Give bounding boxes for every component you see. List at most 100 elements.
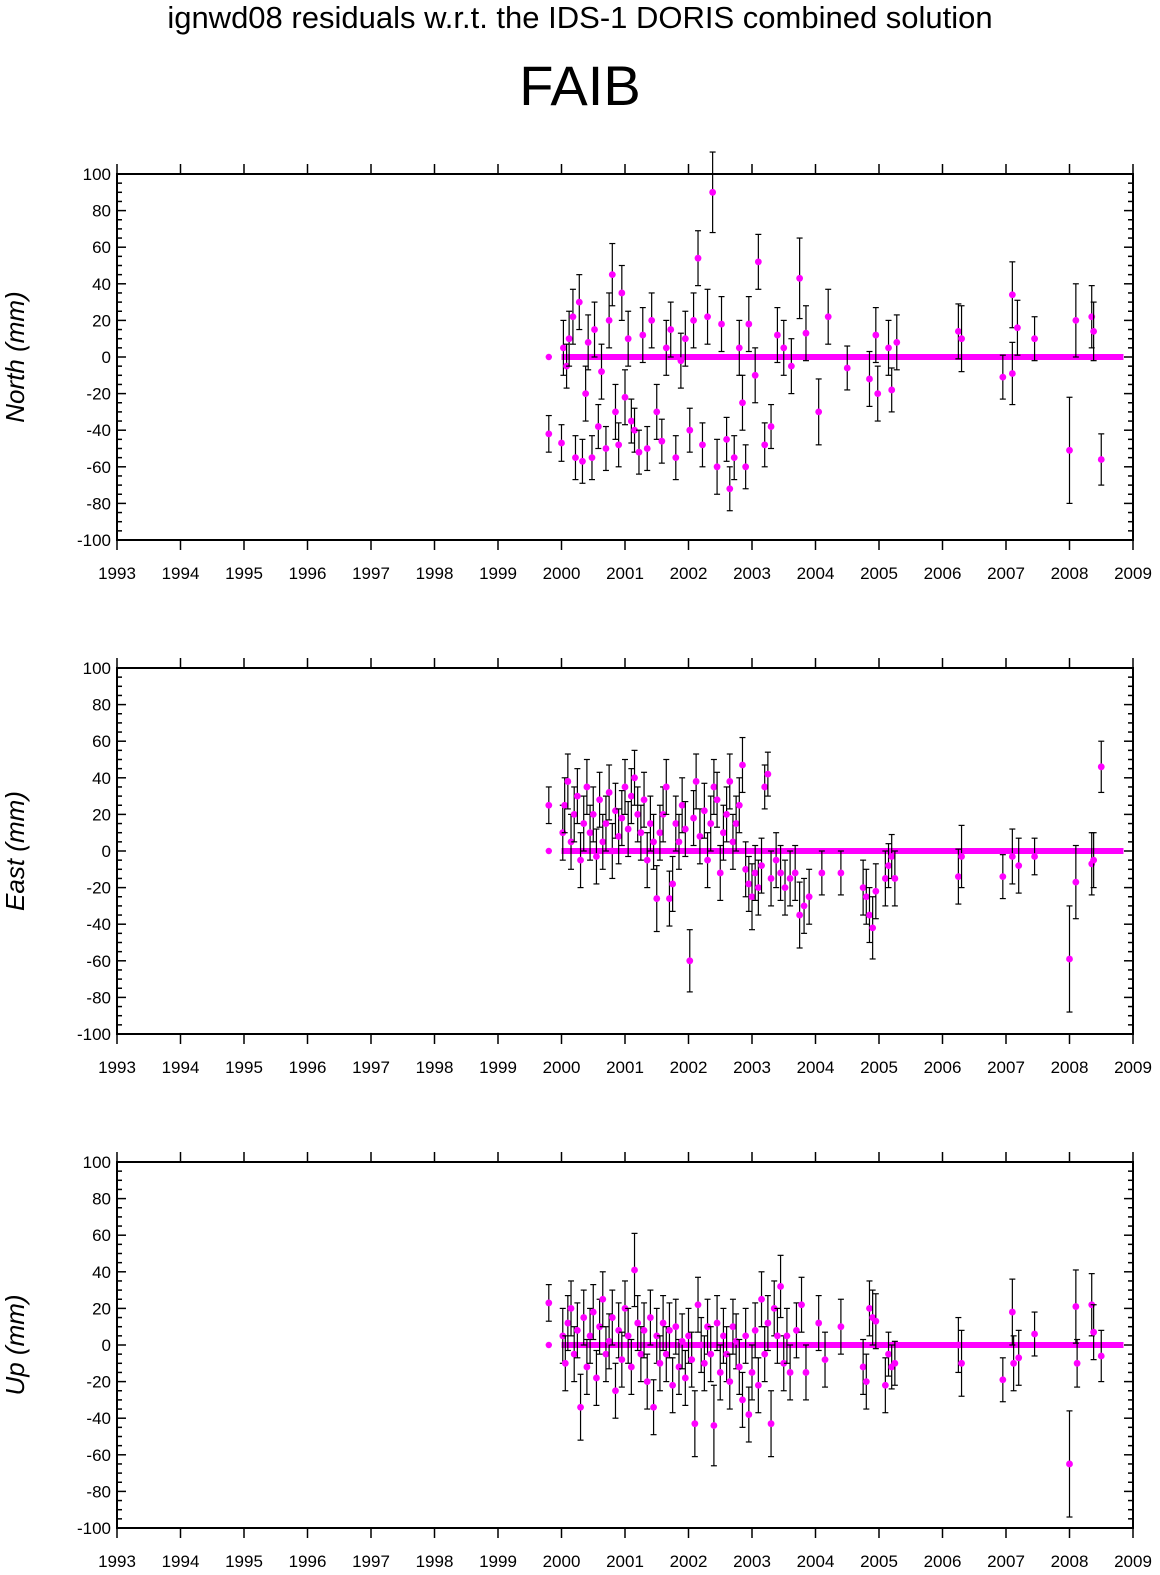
data-point [605,789,613,796]
data-point [745,320,753,328]
y-tick-label: -60 [86,458,111,477]
y-tick-label: -40 [86,1409,111,1428]
data-point [596,1323,603,1331]
data-point [837,1323,845,1331]
data-point [891,1359,899,1367]
data-point [729,1323,737,1331]
y-tick-label: 100 [83,1153,111,1172]
y-tick-label: 60 [92,732,111,751]
data-point [1073,1359,1081,1367]
data-point [704,1323,711,1331]
data-point [754,1381,762,1389]
x-tick-label: 1994 [162,564,200,583]
data-point [631,774,638,782]
data-point [735,1363,743,1371]
data-point [650,1403,657,1411]
data-point [713,796,721,804]
data-point [1072,1303,1080,1310]
data-point [545,801,553,809]
data-point [669,1381,677,1389]
data-point [726,1378,734,1385]
data-point [707,1350,715,1358]
data-point [704,313,711,321]
data-point [637,829,645,837]
data-point [774,1332,781,1340]
data-point [648,317,656,324]
x-tick-label: 1999 [479,564,517,583]
data-point [1066,955,1073,963]
data-point [893,338,901,346]
data-point [751,869,759,877]
data-point [618,289,626,297]
data-point [627,1363,635,1371]
data-point [774,331,781,339]
data-point [599,838,607,846]
data-point [862,893,870,901]
data-point [999,873,1007,881]
data-point [662,1350,670,1358]
data-point [958,1359,965,1367]
data-point [726,485,734,493]
data-point [666,1326,673,1334]
x-tick-label: 1995 [225,1552,263,1571]
x-tick-label: 1997 [352,564,390,583]
data-point [958,335,965,343]
x-tick-label: 2008 [1051,1058,1089,1077]
data-point [742,865,750,873]
x-tick-label: 1997 [352,1552,390,1571]
data-point [653,1332,661,1340]
data-point [1031,1330,1038,1338]
data-point [700,1359,708,1367]
data-point [1015,862,1023,870]
data-point [837,869,845,877]
data-point [954,1341,962,1349]
data-point [709,188,717,196]
data-point [872,331,880,339]
data-point [558,439,565,447]
data-point [567,1305,575,1312]
data-point [726,778,734,785]
data-point [1008,1308,1016,1316]
data-point [694,254,702,262]
data-point [758,1295,765,1303]
data-point [573,1326,581,1334]
data-point [582,390,590,397]
data-point [618,1356,626,1364]
data-point [631,426,638,434]
x-tick-label: 2006 [924,564,962,583]
data-point [608,1314,616,1321]
data-point [569,313,577,321]
data-point [593,853,600,860]
data-point [791,869,799,877]
data-point [672,454,680,462]
x-tick-label: 2000 [543,1552,581,1571]
x-tick-label: 1998 [416,564,454,583]
data-point [598,368,605,376]
data-point [767,423,775,430]
data-point [713,463,721,471]
data-point [748,893,756,901]
x-tick-label: 2007 [987,564,1025,583]
data-point [720,1332,727,1340]
data-point [780,1359,788,1367]
data-point [958,853,965,860]
data-point [1097,456,1105,463]
data-point [891,875,899,882]
data-point [716,869,724,877]
data-point [1090,1328,1098,1336]
x-tick-label: 2004 [797,1058,835,1077]
data-point [1090,327,1098,335]
y-tick-label: 80 [92,696,111,715]
x-tick-label: 2003 [733,1058,771,1077]
data-point [656,1359,664,1367]
data-point [605,1337,613,1345]
data-point [866,911,873,919]
data-point [675,838,683,846]
data-point [1008,291,1016,299]
data-point [1097,1352,1105,1360]
data-point [643,1378,651,1385]
x-tick-label: 2007 [987,1552,1025,1571]
data-point [672,820,680,827]
data-point [572,454,579,462]
data-point [735,344,743,352]
